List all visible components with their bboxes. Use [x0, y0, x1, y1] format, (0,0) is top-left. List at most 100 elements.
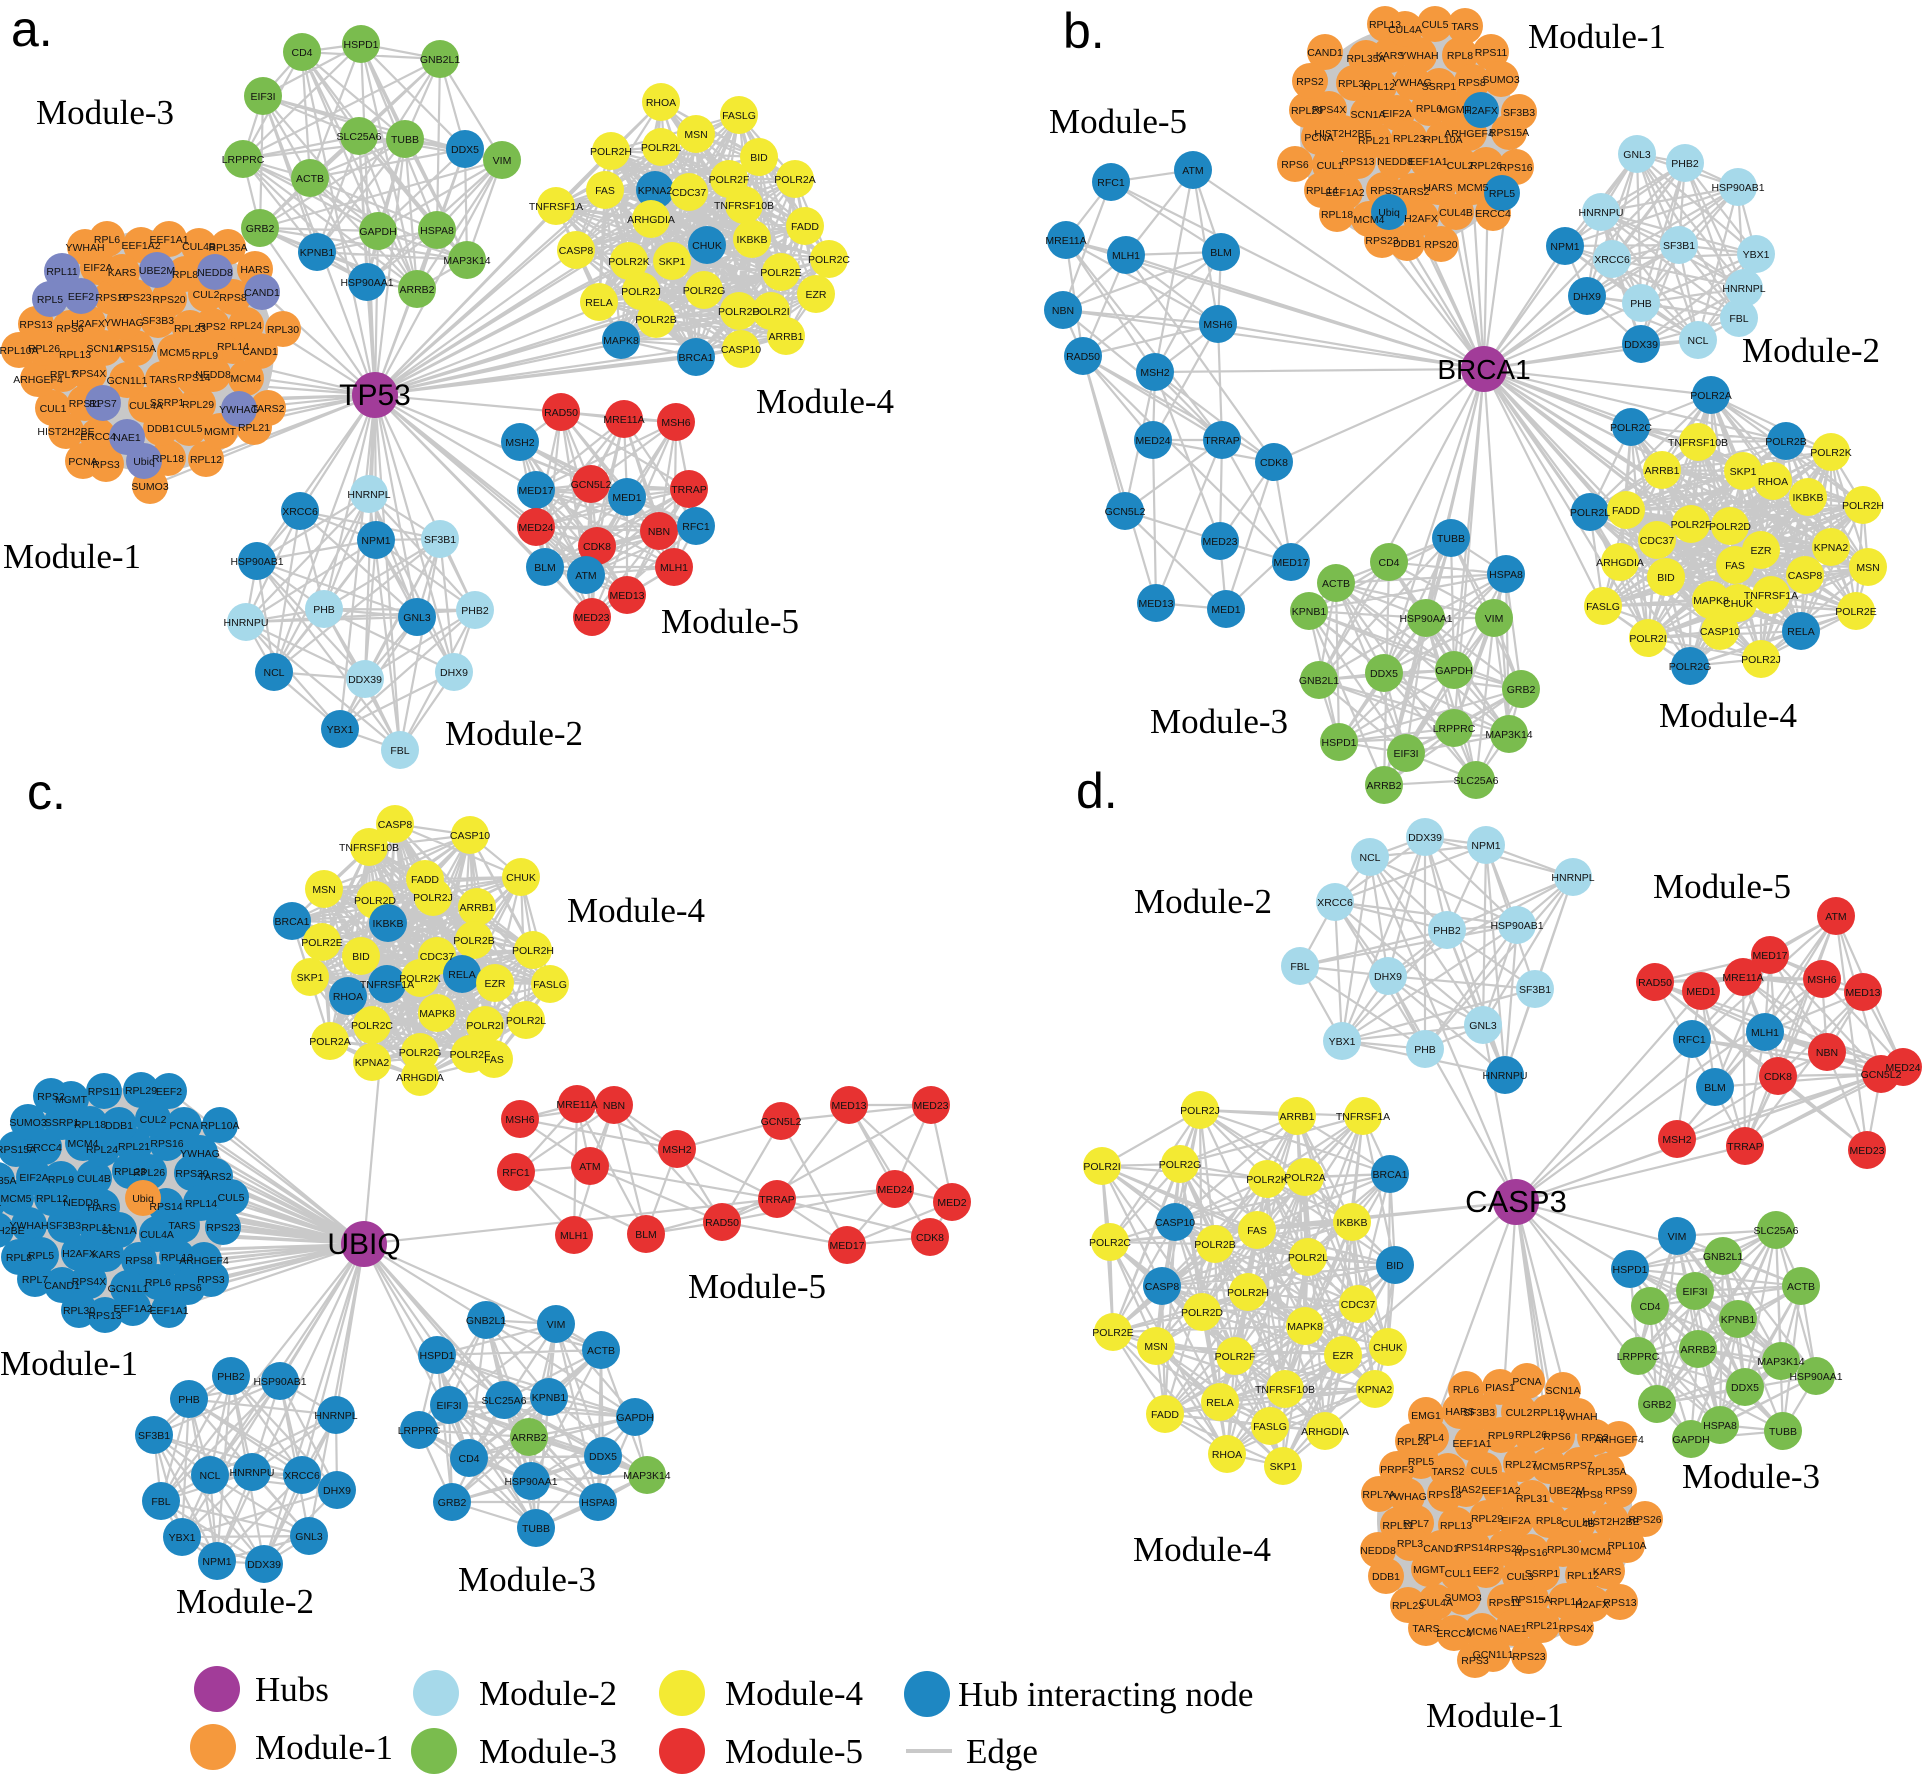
svg-text:KARS: KARS	[108, 267, 137, 279]
svg-text:MED17: MED17	[518, 485, 553, 497]
svg-text:RPL14: RPL14	[185, 1198, 217, 1210]
svg-text:NPM1: NPM1	[1550, 241, 1579, 253]
svg-text:RPS8: RPS8	[125, 1255, 153, 1267]
svg-text:ARHGEF4: ARHGEF4	[1594, 1434, 1644, 1446]
svg-text:HARS: HARS	[240, 264, 269, 276]
svg-text:NEDD8: NEDD8	[1360, 1545, 1396, 1557]
svg-text:RPL5: RPL5	[28, 1250, 54, 1262]
svg-text:RPS8: RPS8	[1575, 1489, 1603, 1501]
svg-text:MED23: MED23	[913, 1100, 948, 1112]
svg-text:TNFRSF10B: TNFRSF10B	[339, 842, 399, 854]
svg-text:RPS3: RPS3	[92, 459, 120, 471]
svg-text:UBIQ: UBIQ	[327, 1228, 400, 1261]
svg-text:BLM: BLM	[1210, 247, 1232, 259]
svg-text:TRRAP: TRRAP	[1727, 1141, 1763, 1153]
svg-text:NEDD8: NEDD8	[197, 267, 233, 279]
svg-text:SF3B3: SF3B3	[1463, 1407, 1495, 1419]
svg-text:RPS7: RPS7	[89, 398, 117, 410]
svg-text:DDX39: DDX39	[1624, 339, 1658, 351]
svg-text:RPS15A: RPS15A	[1489, 127, 1529, 139]
svg-text:SUMO3: SUMO3	[1444, 1592, 1482, 1604]
svg-text:RPL11: RPL11	[81, 1222, 112, 1234]
svg-text:GRB2: GRB2	[1643, 1399, 1672, 1411]
svg-text:Module-5: Module-5	[661, 602, 799, 641]
svg-text:YBX1: YBX1	[169, 1532, 196, 1544]
svg-text:FASLG: FASLG	[1253, 1421, 1287, 1433]
svg-text:YWHAH: YWHAH	[1399, 50, 1438, 62]
svg-text:CASP8: CASP8	[559, 245, 594, 257]
svg-text:NPM1: NPM1	[202, 1556, 231, 1568]
svg-text:RHOA: RHOA	[1212, 1449, 1242, 1461]
svg-text:PHB2: PHB2	[217, 1371, 245, 1383]
svg-text:Module-1: Module-1	[0, 1344, 138, 1383]
svg-text:LRPPRC: LRPPRC	[222, 154, 265, 166]
svg-text:GCN5L2: GCN5L2	[1861, 1069, 1902, 1081]
svg-text:SKP1: SKP1	[659, 256, 686, 268]
svg-text:RPS6: RPS6	[174, 1282, 202, 1294]
svg-text:UBE2M: UBE2M	[139, 265, 175, 277]
svg-text:VIM: VIM	[547, 1319, 566, 1331]
svg-text:MED24: MED24	[1135, 435, 1170, 447]
svg-text:RPL14: RPL14	[1550, 1596, 1582, 1608]
svg-text:CDC37: CDC37	[1640, 535, 1675, 547]
svg-text:PCNA: PCNA	[68, 456, 97, 468]
svg-text:RPL10A: RPL10A	[1607, 1540, 1646, 1552]
svg-text:RPL35A: RPL35A	[0, 1175, 17, 1187]
svg-text:HSP90AB1: HSP90AB1	[253, 1376, 306, 1388]
svg-text:PHB2: PHB2	[461, 605, 489, 617]
svg-text:RPL30: RPL30	[63, 1305, 95, 1317]
svg-text:MCM4: MCM4	[68, 1138, 99, 1150]
svg-text:RFC1: RFC1	[1097, 177, 1125, 189]
svg-text:CAND1: CAND1	[44, 1280, 80, 1292]
svg-text:TUBB: TUBB	[522, 1523, 550, 1535]
svg-text:NCL: NCL	[199, 1470, 220, 1482]
svg-text:Module-5: Module-5	[1049, 102, 1187, 141]
svg-text:MED23: MED23	[1849, 1145, 1884, 1157]
svg-text:Ubiq: Ubiq	[132, 1193, 154, 1205]
svg-text:KARS: KARS	[1593, 1566, 1622, 1578]
svg-text:RPL13: RPL13	[161, 1252, 193, 1264]
svg-text:POLR2A: POLR2A	[309, 1036, 350, 1048]
svg-text:DDX5: DDX5	[1370, 668, 1398, 680]
svg-text:KARS: KARS	[1376, 50, 1405, 62]
svg-text:d.: d.	[1076, 763, 1118, 819]
svg-text:RPL10A: RPL10A	[1423, 134, 1462, 146]
svg-text:RPL29: RPL29	[182, 399, 214, 411]
svg-text:CUL2: CUL2	[193, 289, 220, 301]
svg-text:FBL: FBL	[1290, 961, 1309, 973]
svg-text:RPL9: RPL9	[192, 350, 218, 362]
svg-text:HSP90AA1: HSP90AA1	[1789, 1371, 1842, 1383]
svg-text:MLH1: MLH1	[660, 562, 688, 574]
svg-text:TARS2: TARS2	[251, 403, 284, 415]
svg-text:GCN5L2: GCN5L2	[761, 1116, 802, 1128]
svg-text:CUL5: CUL5	[218, 1192, 245, 1204]
svg-text:XRCC6: XRCC6	[1594, 254, 1630, 266]
svg-text:MED13: MED13	[1845, 987, 1880, 999]
svg-text:DDB1: DDB1	[1372, 1571, 1400, 1583]
svg-text:RPL18: RPL18	[1321, 209, 1353, 221]
svg-text:POLR2H: POLR2H	[590, 146, 632, 158]
svg-text:RPL26: RPL26	[28, 343, 60, 355]
svg-text:MAPK8: MAPK8	[1287, 1321, 1323, 1333]
svg-text:PHB: PHB	[1414, 1044, 1436, 1056]
svg-text:Ubiq: Ubiq	[133, 456, 155, 468]
svg-text:GNL3: GNL3	[1623, 149, 1651, 161]
svg-text:ARHGEF4: ARHGEF4	[13, 374, 63, 386]
svg-text:CDK8: CDK8	[1260, 457, 1288, 469]
svg-text:HNRNPL: HNRNPL	[314, 1410, 357, 1422]
svg-text:RPL10A: RPL10A	[200, 1120, 239, 1132]
svg-text:EEF2: EEF2	[68, 291, 94, 303]
svg-text:RPL27: RPL27	[1505, 1459, 1537, 1471]
svg-text:RPL23: RPL23	[1393, 133, 1425, 145]
svg-text:TARS: TARS	[1412, 1623, 1439, 1635]
svg-text:SSRP1: SSRP1	[1422, 81, 1457, 93]
svg-text:ERCC4: ERCC4	[26, 1142, 62, 1154]
svg-text:RAD50: RAD50	[1638, 977, 1672, 989]
svg-text:CAND1: CAND1	[1307, 47, 1343, 59]
svg-text:SUMO3: SUMO3	[131, 481, 169, 493]
svg-text:TNFRSF10B: TNFRSF10B	[1255, 1384, 1315, 1396]
svg-text:POLR2A: POLR2A	[774, 174, 815, 186]
svg-text:MED1: MED1	[1211, 604, 1240, 616]
svg-text:YWHAG: YWHAG	[219, 404, 259, 416]
svg-text:Edge: Edge	[966, 1732, 1038, 1771]
